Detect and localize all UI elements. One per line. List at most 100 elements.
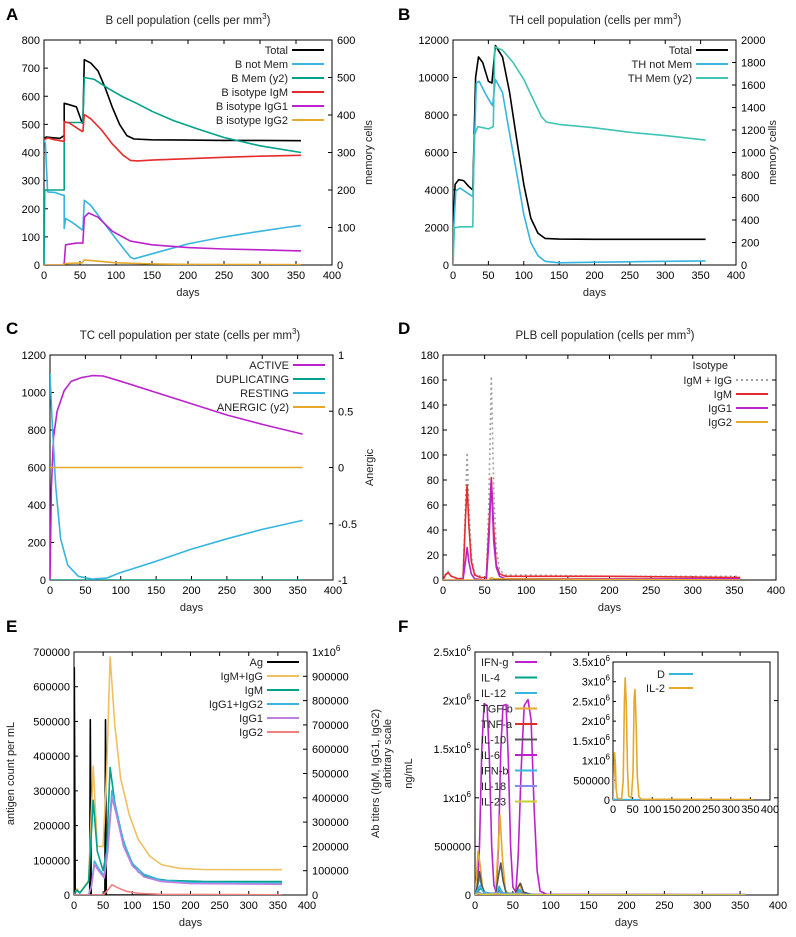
x-tick-label: 100 (112, 585, 130, 597)
inset-y-tick-label: 2.5x106 (573, 693, 611, 708)
legend-label: IFN-g (481, 657, 509, 669)
x-tick-label: 300 (253, 585, 271, 597)
x-tick-label: 200 (617, 900, 635, 912)
series-line-resting (50, 373, 303, 580)
series-group (453, 44, 706, 265)
x-tick-label: 0 (440, 585, 446, 597)
y2-tick-label: 1600 (741, 80, 765, 92)
y2-tick-label: 600000 (312, 744, 349, 756)
x-tick-label: 50 (74, 270, 86, 282)
y2-tick-label: 500000 (312, 769, 349, 781)
inset-y-tick-label: 0 (604, 795, 610, 807)
series-line-total (453, 44, 706, 241)
y2-tick-label: 800 (741, 170, 759, 182)
inset-y-tick-label: 2x106 (582, 713, 611, 728)
series-line-il-23 (475, 892, 746, 895)
x-tick-label: 400 (323, 270, 341, 282)
y-tick-label: 500000 (434, 841, 471, 853)
x-tick-label: 150 (559, 585, 577, 597)
y2-tick-label: 100 (337, 223, 355, 235)
y-tick-label: 40 (427, 525, 439, 537)
x-tick-label: 0 (450, 270, 456, 282)
y2-tick-label: 0.5 (338, 406, 353, 418)
x-tick-label: 100 (107, 270, 125, 282)
chart-title: TC cell population per state (cells per … (80, 327, 301, 342)
panel-letter-b: B (398, 5, 410, 24)
y-tick-label: 0 (443, 260, 449, 272)
y2-tick-label: 900000 (312, 671, 349, 683)
y-tick-label: 1200 (22, 350, 46, 362)
legend-label: ACTIVE (249, 360, 289, 372)
x-tick-label: 200 (585, 270, 603, 282)
x-axis-label: days (179, 917, 203, 929)
y-tick-label: 12000 (418, 35, 449, 47)
y-tick-label: 500 (22, 119, 40, 131)
x-tick-label: 400 (727, 270, 745, 282)
legend-label: IL-6 (481, 750, 500, 762)
panel-c: C TC cell population per state (cells per… (6, 319, 376, 614)
x-tick-label: 250 (621, 270, 639, 282)
y-tick-label: 200 (28, 538, 46, 550)
y-tick-label: 0 (64, 890, 70, 902)
legend-label: IgM (714, 389, 732, 401)
plot-frame (452, 39, 737, 266)
legend-label: ANERGIC (y2) (217, 402, 289, 414)
series-line-ifn-g (475, 698, 746, 895)
y-tick-label: 600000 (33, 682, 70, 694)
series-line-b-isotype-igg1 (44, 212, 302, 265)
y-tick-label: 1x106 (443, 790, 472, 805)
inset-x-tick-label: 250 (702, 804, 720, 816)
x-tick-label: 350 (269, 900, 287, 912)
y2-axis-label: memory cells (363, 120, 375, 185)
series-group (50, 373, 303, 580)
y-tick-label: 100 (22, 232, 40, 244)
y-axis-label: ng/mL (403, 758, 415, 789)
chart-title: B cell population (cells per mm3) (106, 12, 271, 27)
inset-chart: 0 50 100 150 200 250 300 350 400 0 500000 1x106 1.5x… (573, 654, 780, 816)
legend-label: B Mem (y2) (231, 73, 288, 85)
x-tick-label: 150 (550, 270, 568, 282)
series-group (44, 58, 302, 265)
x-tick-label: 300 (656, 270, 674, 282)
y-tick-label: 400000 (33, 751, 70, 763)
x-tick-label: 150 (147, 585, 165, 597)
x-tick-label: 400 (298, 900, 316, 912)
x-tick-label: 100 (123, 900, 141, 912)
y2-tick-label: 1x106 (312, 644, 341, 659)
y-tick-label: 300 (22, 176, 40, 188)
legend-label: IgG1+IgG2 (209, 699, 263, 711)
y-tick-label: 0 (433, 575, 439, 587)
y2-tick-label: 1200 (741, 125, 765, 137)
panel-letter-a: A (6, 5, 18, 24)
series-line-igg2 (443, 576, 741, 580)
series-line-th-mem-y2- (453, 46, 706, 265)
y2-axis-label: memory cells (767, 120, 779, 185)
y2-tick-label: 100000 (312, 866, 349, 878)
inset-series-group (613, 677, 754, 800)
legend-label: IgM+IgG (221, 671, 264, 683)
y2-tick-label: 400000 (312, 793, 349, 805)
legend-label: TH not Mem (631, 59, 692, 71)
y-tick-label: 4000 (425, 185, 449, 197)
x-tick-label: 0 (71, 900, 77, 912)
series-line-tgf-b (475, 814, 746, 895)
x-tick-label: 350 (731, 900, 749, 912)
y2-tick-label: 1800 (741, 58, 765, 70)
x-tick-label: 300 (693, 900, 711, 912)
inset-series-line-il-2 (613, 677, 754, 800)
x-tick-label: 200 (182, 585, 200, 597)
series-line-b-isotype-igm (44, 113, 302, 162)
y-tick-label: 400 (28, 500, 46, 512)
legend-title: Isotype (693, 360, 728, 372)
x-tick-label: 100 (515, 270, 533, 282)
inset-legend-label: IL-2 (646, 683, 665, 695)
x-tick-label: 0 (47, 585, 53, 597)
y-axis-label: antigen count per mL (5, 722, 17, 825)
legend-label: IgG2 (239, 727, 263, 739)
y-tick-label: 2x106 (443, 693, 472, 708)
series-line-igm-igg (443, 375, 741, 580)
y2-tick-label: 700000 (312, 720, 349, 732)
legend: Total B not Mem B Mem (y2) B isotype IgM B i… (216, 45, 324, 127)
y2-tick-label: 0 (338, 463, 344, 475)
y-tick-label: 700000 (33, 647, 70, 659)
